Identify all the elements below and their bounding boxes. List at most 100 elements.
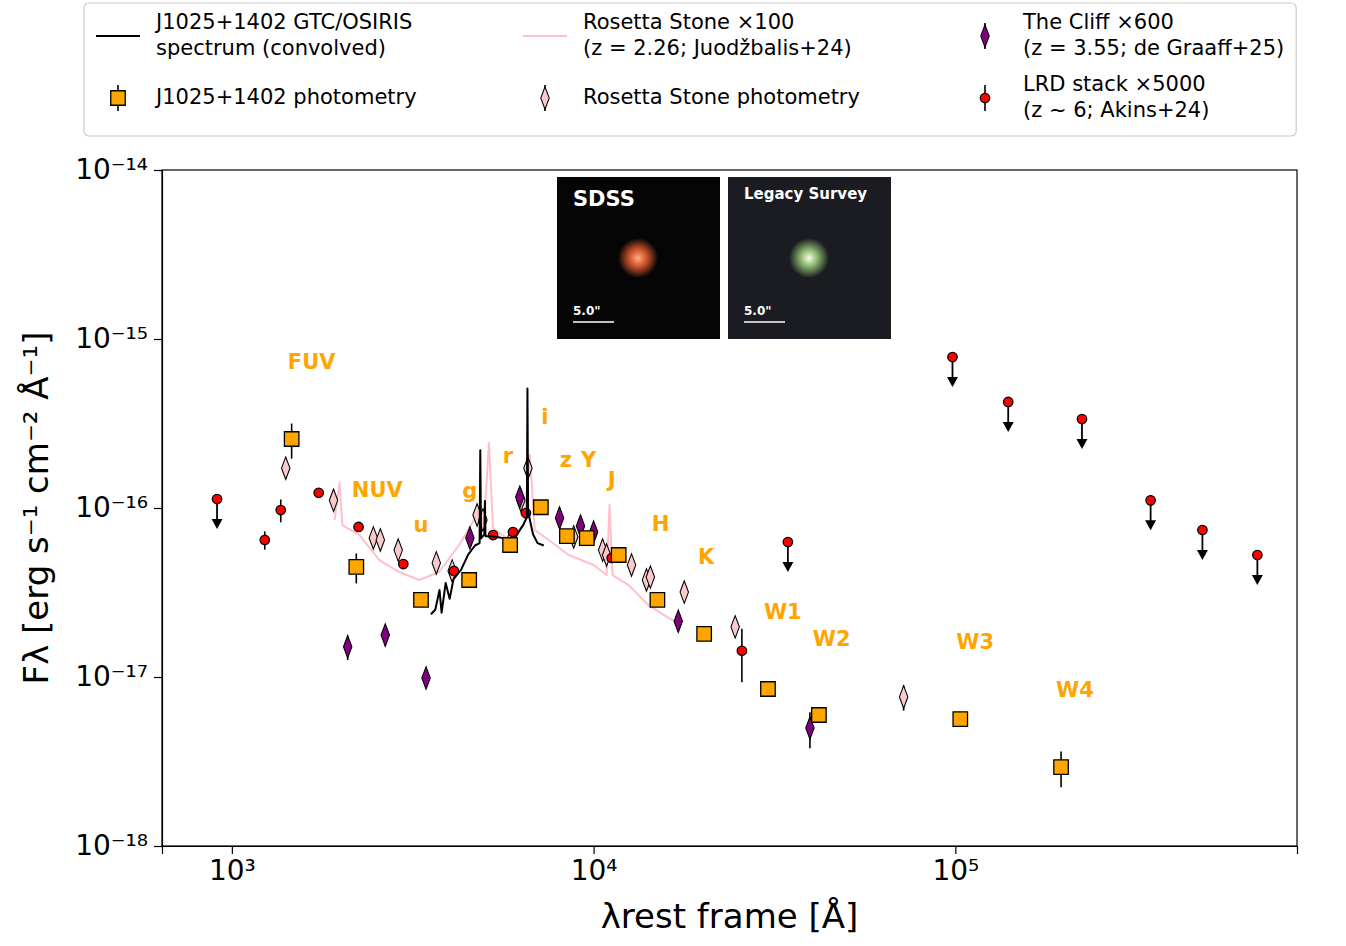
marker bbox=[432, 552, 440, 574]
annotations: FUVNUVugrizYJHKW1W2W3W4 bbox=[288, 350, 1094, 702]
legend-label: Rosetta Stone photometry bbox=[583, 85, 860, 109]
series bbox=[343, 486, 814, 748]
inset-title: SDSS bbox=[573, 187, 635, 211]
inset: Legacy Survey5.0" bbox=[728, 177, 891, 339]
upper-limit-head bbox=[1197, 550, 1208, 560]
inset-image bbox=[557, 177, 720, 339]
band-label: NUV bbox=[352, 478, 404, 502]
inset-source bbox=[789, 238, 829, 278]
band-label: i bbox=[541, 405, 548, 429]
spectrum-line bbox=[335, 443, 677, 622]
upper-limit-head bbox=[1145, 520, 1156, 530]
tick-label: 10⁻¹⁴ bbox=[75, 153, 148, 186]
tick-label: 10⁵ bbox=[932, 854, 979, 887]
marker bbox=[783, 537, 792, 546]
axis-line bbox=[163, 847, 1298, 855]
marker bbox=[329, 489, 337, 511]
tick-mark bbox=[594, 846, 595, 854]
tick: 10⁻¹⁶ bbox=[75, 491, 162, 524]
marker bbox=[560, 529, 574, 543]
tick: 10⁻¹⁴ bbox=[75, 153, 162, 186]
legend-box bbox=[84, 3, 1296, 136]
band-label: W2 bbox=[813, 627, 851, 651]
legend: J1025+1402 GTC/OSIRISspectrum (convolved… bbox=[84, 3, 1296, 136]
y-axis: 10⁻¹⁸ 10⁻¹⁷ 10⁻¹⁶ 10⁻¹⁵ 10⁻¹⁴ bbox=[75, 153, 162, 862]
marker bbox=[422, 667, 430, 689]
marker bbox=[534, 500, 548, 514]
marker bbox=[466, 527, 474, 549]
tick: 10³ bbox=[209, 846, 256, 887]
marker bbox=[354, 522, 363, 531]
legend-swatch bbox=[96, 35, 140, 37]
tick-label: 10⁻¹⁵ bbox=[75, 322, 148, 355]
tick: 10⁻¹⁸ bbox=[75, 829, 162, 862]
band-label: W4 bbox=[1056, 678, 1094, 702]
inset: SDSS 5.0" bbox=[557, 177, 720, 339]
legend-label: J1025+1402 GTC/OSIRISspectrum (convolved… bbox=[154, 10, 412, 60]
legend-entry: Rosetta Stone photometry bbox=[541, 85, 860, 111]
marker bbox=[1146, 496, 1155, 505]
tick: 10⁻¹⁷ bbox=[75, 660, 162, 693]
inset-scale-label: 5.0" bbox=[573, 304, 601, 318]
insets: SDSS 5.0" Legacy Survey5.0" bbox=[557, 177, 891, 339]
upper-limit-head bbox=[782, 562, 793, 572]
marker bbox=[1077, 414, 1086, 423]
upper-limit-head bbox=[1076, 439, 1087, 449]
marker bbox=[488, 530, 497, 539]
band-label: J bbox=[606, 468, 616, 492]
marker bbox=[349, 560, 363, 574]
axis-line bbox=[154, 171, 163, 847]
marker bbox=[674, 610, 682, 632]
marker bbox=[314, 488, 323, 497]
x-axis: 10³10⁴10⁵ bbox=[163, 846, 1298, 887]
upper-limit-head bbox=[1003, 422, 1014, 432]
tick-mark bbox=[154, 846, 162, 847]
marker bbox=[503, 538, 517, 552]
series bbox=[212, 352, 1263, 682]
legend-label: Rosetta Stone ×100(z = 2.26; Juodžbalis+… bbox=[583, 10, 852, 60]
marker bbox=[812, 708, 826, 722]
series bbox=[431, 388, 544, 614]
tick-mark bbox=[232, 846, 233, 854]
tick-label: 10⁻¹⁷ bbox=[75, 660, 148, 693]
upper-limit-head bbox=[1252, 575, 1263, 585]
band-label: FUV bbox=[288, 350, 336, 374]
marker bbox=[260, 535, 269, 544]
marker bbox=[555, 507, 563, 529]
marker bbox=[1198, 525, 1207, 534]
chart: 10³10⁴10⁵ 10⁻¹⁸ 10⁻¹⁷ 10⁻¹⁶ 10⁻¹⁵ 10⁻¹⁴ λrest … bbox=[0, 0, 1346, 946]
legend-entry: LRD stack ×5000(z ~ 6; Akins+24) bbox=[980, 72, 1209, 122]
series bbox=[284, 424, 1068, 788]
marker bbox=[343, 636, 351, 658]
band-label: z bbox=[560, 448, 572, 472]
inset-scale-bar bbox=[744, 321, 785, 323]
marker bbox=[646, 566, 654, 588]
legend-entry: J1025+1402 photometry bbox=[111, 85, 417, 111]
legend-label: LRD stack ×5000(z ~ 6; Akins+24) bbox=[1023, 72, 1209, 122]
marker bbox=[680, 581, 688, 603]
marker bbox=[516, 486, 524, 508]
marker bbox=[399, 559, 408, 568]
legend-swatch bbox=[111, 91, 125, 105]
tick: 10⁻¹⁵ bbox=[75, 322, 162, 355]
tick-mark bbox=[154, 170, 162, 171]
legend-entry: The Cliff ×600(z = 3.55; de Graaff+25) bbox=[981, 10, 1284, 60]
marker bbox=[284, 432, 298, 446]
marker bbox=[580, 531, 594, 545]
tick-mark bbox=[154, 677, 162, 678]
legend-label: The Cliff ×600(z = 3.55; de Graaff+25) bbox=[1022, 10, 1284, 60]
band-label: u bbox=[414, 513, 429, 537]
y-axis-title: Fλ [erg s⁻¹ cm⁻² Å⁻¹] bbox=[16, 332, 56, 685]
band-label: g bbox=[462, 479, 477, 503]
marker bbox=[369, 527, 377, 549]
tick-label: 10⁻¹⁸ bbox=[75, 829, 148, 862]
legend-entry: J1025+1402 GTC/OSIRISspectrum (convolved… bbox=[96, 10, 412, 60]
marker bbox=[1054, 760, 1068, 774]
marks bbox=[212, 352, 1263, 787]
marker bbox=[282, 457, 290, 479]
tick-mark bbox=[154, 339, 162, 340]
band-label: W1 bbox=[764, 600, 802, 624]
x-axis-title: λrest frame [Å] bbox=[601, 896, 859, 936]
marker bbox=[276, 505, 285, 514]
marker bbox=[1253, 550, 1262, 559]
